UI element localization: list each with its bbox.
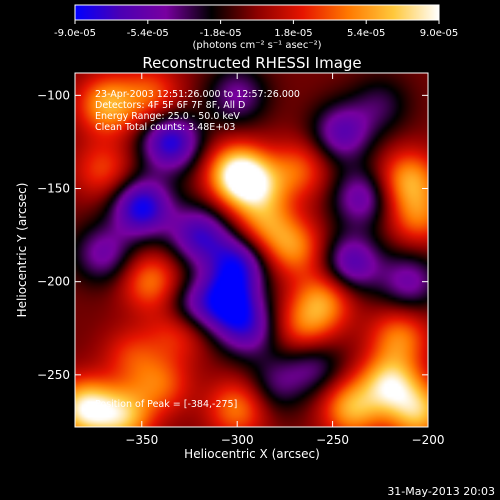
- chart-title: Reconstructed RHESSI Image: [142, 54, 361, 72]
- colorbar: [74, 4, 440, 21]
- x-tick-label: −250: [316, 433, 349, 447]
- colorbar-tick-label: -5.4e-05: [127, 28, 169, 39]
- footer-date: 31-May-2013 20:03: [387, 485, 495, 498]
- colorbar-unit-label: (photons cm⁻² s⁻¹ asec⁻²): [192, 40, 321, 51]
- peak-position-label: Position of Peak = [-384,-275]: [95, 399, 237, 410]
- y-axis-label: Heliocentric Y (arcsec): [15, 183, 29, 318]
- y-tick-label: −250: [37, 368, 70, 382]
- colorbar-tick-label: 1.8e-05: [274, 28, 312, 39]
- annotation-block: 23-Apr-2003 12:51:26.000 to 12:57:26.000…: [95, 89, 300, 133]
- x-axis-ticks: −350 −300 −250 −200: [125, 73, 444, 447]
- x-tick-label: −350: [125, 433, 158, 447]
- annotation-counts: Clean Total counts: 3.48E+03: [95, 122, 235, 133]
- annotation-energy: Energy Range: 25.0 - 50.0 keV: [95, 111, 240, 122]
- x-axis-label: Heliocentric X (arcsec): [184, 447, 320, 461]
- y-tick-label: −150: [37, 182, 70, 196]
- annotation-detectors: Detectors: 4F 5F 6F 7F 8F, All D: [95, 100, 245, 111]
- colorbar-tick-label: -1.8e-05: [200, 28, 242, 39]
- colorbar-tick-label: 5.4e-05: [347, 28, 385, 39]
- colorbar-tick-label: 9.0e-05: [420, 28, 458, 39]
- y-tick-label: −200: [37, 275, 70, 289]
- y-tick-label: −100: [37, 88, 70, 102]
- y-axis-ticks: −100 −150 −200 −250: [37, 88, 428, 382]
- x-tick-label: −200: [412, 433, 445, 447]
- x-tick-label: −300: [221, 433, 254, 447]
- colorbar-tick-label: -9.0e-05: [54, 28, 96, 39]
- colorbar-ticks: -9.0e-05 -5.4e-05 -1.8e-05 1.8e-05 5.4e-05 9.…: [54, 20, 458, 39]
- annotation-time: 23-Apr-2003 12:51:26.000 to 12:57:26.000: [95, 89, 300, 100]
- plot-frame: [74, 72, 429, 428]
- heatmap-image: [75, 73, 428, 427]
